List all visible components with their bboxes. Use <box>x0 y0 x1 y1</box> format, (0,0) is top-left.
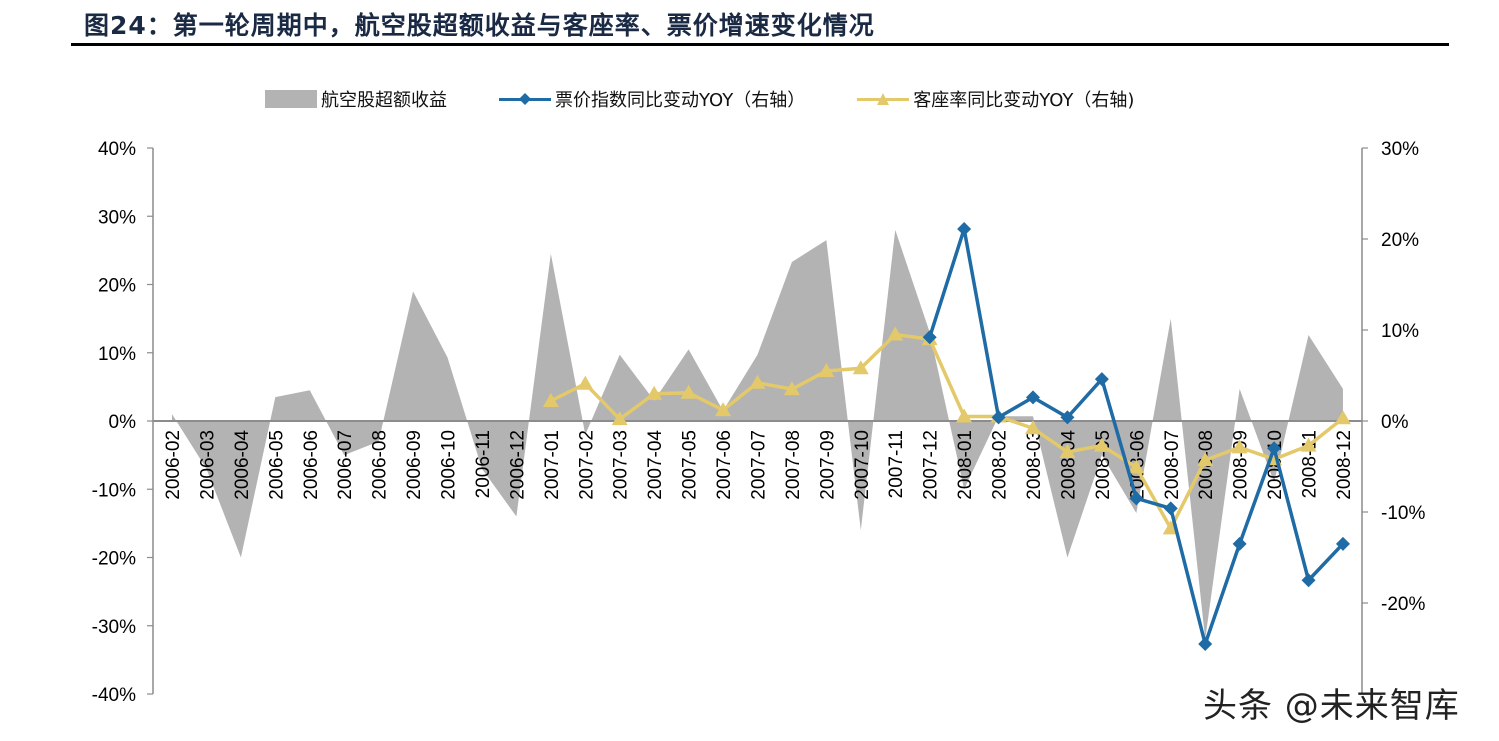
triangle-marker-icon <box>852 360 869 375</box>
triangle-marker-icon <box>1197 452 1214 467</box>
x-axis-tick-label: 2007-08 <box>783 430 804 500</box>
triangle-marker-icon <box>887 326 904 341</box>
x-axis-tick-label: 2007-06 <box>714 430 735 500</box>
diamond-marker-icon <box>1232 536 1247 551</box>
diamond-marker-icon <box>1335 536 1350 551</box>
triangle-marker-icon <box>1128 459 1145 474</box>
x-axis-tick-label: 2007-05 <box>680 430 701 500</box>
diamond-marker-icon <box>1163 501 1178 516</box>
right-axis-tick-label: -20% <box>1381 594 1425 615</box>
left-axis-tick-label: -10% <box>92 480 136 501</box>
triangle-marker-icon <box>611 411 628 426</box>
triangle-marker-icon <box>646 385 663 400</box>
x-axis-tick-label: 2007-12 <box>921 430 942 500</box>
diamond-marker-icon <box>1026 390 1040 405</box>
left-axis-tick-label: 30% <box>98 207 136 228</box>
triangle-marker-icon <box>680 384 697 399</box>
area-path <box>172 229 1343 640</box>
diamond-marker-icon <box>1060 410 1075 425</box>
diamond-marker-icon <box>1267 441 1282 456</box>
triangle-marker-icon <box>577 375 594 390</box>
legend-item-fare-yoy: 票价指数同比变动YOY（右轴） <box>499 86 805 112</box>
left-axis-tick-label: -30% <box>92 617 136 638</box>
x-axis-tick-label: 2006-08 <box>370 430 391 500</box>
diamond-marker-icon <box>1301 573 1316 588</box>
x-axis-tick-label: 2008-12 <box>1334 430 1355 500</box>
left-axis-tick-label: 20% <box>98 276 136 297</box>
x-axis-tick-label: 2008-01 <box>955 430 976 500</box>
diamond-marker-icon <box>1094 372 1109 387</box>
x-axis-tick-label: 2007-03 <box>611 430 632 500</box>
fare-index-line <box>922 221 1350 651</box>
right-axis-tick-label: 10% <box>1381 321 1419 342</box>
chart-title: 图24：第一轮周期中，航空股超额收益与客座率、票价增速变化情况 <box>84 11 875 40</box>
x-axis-tick-label: 2008-02 <box>990 430 1011 500</box>
x-axis-labels: 2006-02 2006-03 2006-04 2006-05 2006-06 2006-… <box>163 430 1355 500</box>
x-axis-tick-label: 2006-05 <box>266 430 287 500</box>
diamond-marker-icon <box>1129 491 1144 506</box>
triangle-marker-icon <box>783 381 800 396</box>
x-axis-tick-label: 2006-07 <box>335 430 356 500</box>
triangle-marker-icon <box>956 408 973 423</box>
triangle-line-icon <box>857 90 910 108</box>
excess-return-area <box>172 229 1343 640</box>
left-axis-tick-label: 10% <box>98 344 136 365</box>
right-axis-tick-label: 30% <box>1381 139 1419 160</box>
triangle-marker-icon <box>1093 437 1110 452</box>
triangle-marker-icon <box>749 374 766 389</box>
x-axis-tick-label: 2008-09 <box>1231 430 1252 500</box>
series-line <box>550 332 1345 531</box>
x-axis-tick-label: 2006-02 <box>163 430 184 500</box>
triangle-marker-icon <box>1231 439 1248 454</box>
x-axis-tick-label: 2006-06 <box>301 430 322 500</box>
triangle-marker-icon <box>1025 420 1041 435</box>
right-axis-tick-label: 0% <box>1381 412 1409 433</box>
x-axis-tick-label: 2006-12 <box>507 430 528 500</box>
triangle-marker-icon <box>1300 437 1317 452</box>
diamond-line-icon <box>499 90 551 108</box>
chart-legend: 航空股超额收益 票价指数同比变动YOY（右轴） 客座率同比变动YOY（右轴) <box>265 86 1186 112</box>
x-axis-tick-label: 2006-10 <box>439 430 460 500</box>
diamond-marker-icon <box>991 410 1006 425</box>
x-axis-tick-label: 2006-04 <box>232 430 253 500</box>
axes: 40% 30% 20% 10% 0% -10% -20% -30% -40% 30% 20% 10% 0… <box>92 139 1426 706</box>
x-axis-tick-label: 2006-11 <box>473 430 494 498</box>
x-axis-tick-label: 2007-10 <box>852 430 873 500</box>
right-axis-tick-label: -10% <box>1381 503 1425 524</box>
area-swatch-icon <box>265 90 317 108</box>
triangle-marker-icon <box>542 392 559 407</box>
triangle-marker-icon <box>1059 443 1076 458</box>
x-axis-tick-label: 2007-07 <box>748 430 769 500</box>
x-axis-tick-label: 2008-07 <box>1162 430 1183 500</box>
title-divider <box>71 43 1449 46</box>
left-axis-tick-label: 0% <box>109 412 137 433</box>
x-axis-tick-label: 2006-09 <box>404 430 425 500</box>
x-axis-tick-label: 2007-04 <box>645 430 666 500</box>
x-axis-tick-label: 2008-03 <box>1024 430 1045 500</box>
left-axis-tick-label: -40% <box>92 685 136 706</box>
triangle-marker-icon <box>715 402 732 417</box>
legend-label: 客座率同比变动YOY（右轴) <box>913 90 1135 111</box>
x-axis-tick-label: 2007-11 <box>886 430 907 498</box>
x-axis-tick-label: 2007-01 <box>542 430 563 500</box>
left-axis-tick-label: 40% <box>98 139 136 160</box>
x-axis-tick-label: 2006-03 <box>197 430 218 500</box>
watermark: 头条 @未来智库 <box>1203 686 1460 726</box>
right-axis-tick-label: 20% <box>1381 230 1419 251</box>
legend-label: 航空股超额收益 <box>321 90 447 111</box>
diamond-marker-icon <box>1198 636 1213 651</box>
diamond-marker-icon <box>957 221 972 236</box>
legend-item-load-factor-yoy: 客座率同比变动YOY（右轴) <box>857 86 1134 112</box>
triangle-marker-icon <box>818 362 835 377</box>
x-axis-tick-label: 2007-02 <box>576 430 597 500</box>
x-axis-tick-label: 2007-09 <box>817 430 838 500</box>
triangle-marker-icon <box>1334 410 1351 425</box>
left-axis-tick-label: -20% <box>92 549 136 570</box>
x-axis-tick-label: 2008-04 <box>1058 430 1079 500</box>
legend-item-excess-return: 航空股超额收益 <box>265 86 447 112</box>
diamond-marker-icon <box>922 330 937 345</box>
legend-label: 票价指数同比变动YOY（右轴） <box>555 90 806 111</box>
